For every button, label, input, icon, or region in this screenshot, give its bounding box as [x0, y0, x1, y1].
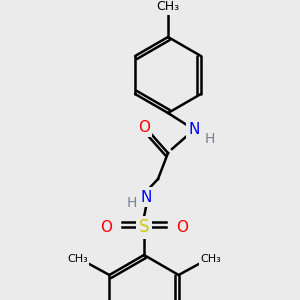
Text: O: O	[138, 119, 150, 134]
Text: N: N	[188, 122, 200, 136]
Text: CH₃: CH₃	[67, 254, 88, 264]
Text: O: O	[176, 220, 188, 235]
Text: O: O	[100, 220, 112, 235]
Text: H: H	[205, 132, 215, 146]
Text: CH₃: CH₃	[156, 1, 180, 13]
Text: H: H	[127, 196, 137, 210]
Text: CH₃: CH₃	[200, 254, 221, 264]
Text: S: S	[139, 218, 149, 236]
Text: N: N	[140, 190, 152, 205]
